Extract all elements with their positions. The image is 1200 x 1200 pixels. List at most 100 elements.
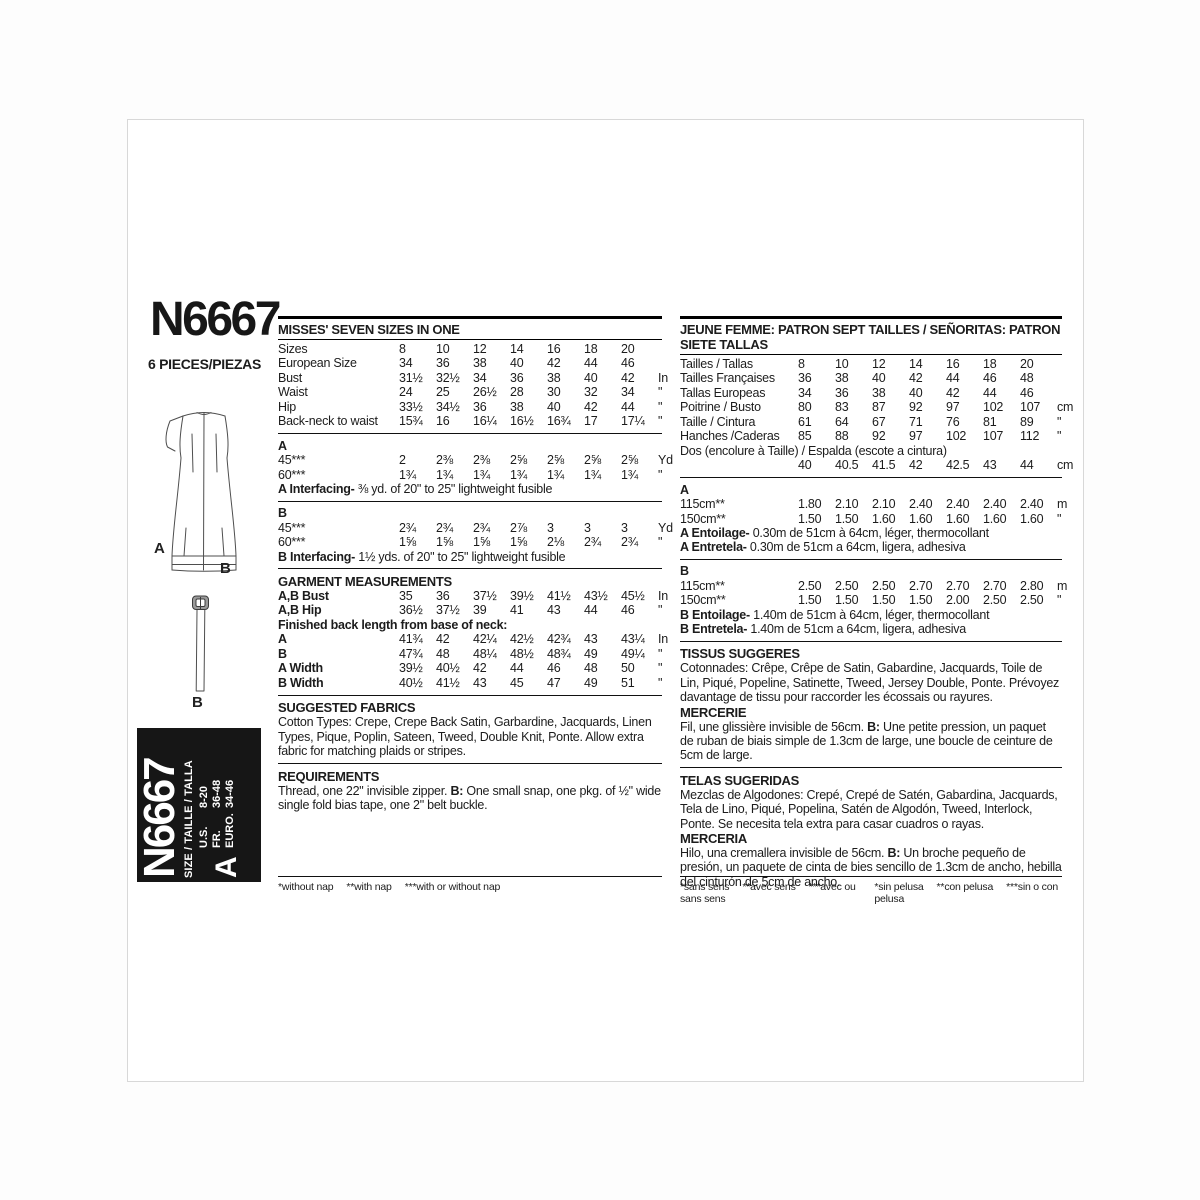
requirements-text: Thread, one 22" invisible zipper. B: One… xyxy=(278,784,662,813)
view-a-entoilage-note: A Entoilage- 0.30m de 51cm à 64cm, léger… xyxy=(680,526,1062,540)
value-cell: 1⅝ xyxy=(510,535,527,550)
value-cell: 1.60 xyxy=(872,511,896,526)
table-row: Back-neck to waist 15¾ 16 16¼ 16½ 16¾ 17 17¼ " xyxy=(278,414,662,429)
value-cell: 2¾ xyxy=(399,520,416,535)
unit-cell: " xyxy=(658,675,663,690)
row-label: Tallas Europeas xyxy=(680,385,766,400)
value-cell: 38 xyxy=(872,385,886,400)
row-label: Hanches /Caderas xyxy=(680,429,780,443)
value-cell: 64 xyxy=(835,414,849,429)
value-cell: 40½ xyxy=(399,675,423,690)
value-cell: 42 xyxy=(946,385,960,400)
value-cell: 2¾ xyxy=(473,520,490,535)
unit-cell: " xyxy=(1057,511,1062,526)
view-a-interfacing-note: A Interfacing- ⅜ yd. of 20" to 25" light… xyxy=(278,482,662,496)
value-cell: 2⅞ xyxy=(510,520,527,535)
table-row: A xyxy=(680,482,689,497)
unit-cell: m xyxy=(1057,497,1068,511)
value-cell: 26½ xyxy=(473,385,497,399)
row-label: Tailles / Tallas xyxy=(680,356,753,371)
value-cell: 67 xyxy=(872,414,886,429)
value-cell: 43 xyxy=(473,675,487,690)
value-cell: 43¼ xyxy=(621,632,645,647)
value-cell: 44 xyxy=(946,371,960,385)
divider xyxy=(680,477,1062,478)
table-row: 115cm** 2.50 2.50 2.50 2.70 2.70 2.70 2.80 m xyxy=(680,578,1067,594)
unit-cell: In xyxy=(658,370,668,385)
value-cell: 42 xyxy=(909,458,923,472)
sleeve-outline xyxy=(165,415,184,452)
value-cell: 2¾ xyxy=(621,535,638,550)
value-cell: 34½ xyxy=(436,399,460,414)
value-cell: 40 xyxy=(872,371,886,385)
value-cell: 89 xyxy=(1020,414,1034,429)
suggested-fabrics-header: SUGGESTED FABRICS xyxy=(278,700,416,716)
value-cell: 2⅛ xyxy=(547,535,564,550)
divider xyxy=(680,640,1062,642)
unit-cell: " xyxy=(1057,429,1062,443)
row-label: B Width xyxy=(278,675,324,690)
value-cell: 46 xyxy=(547,661,561,676)
table-row: 40 40.5 41.5 42 42.5 43 44 cm xyxy=(680,458,1073,473)
value-cell: 2.70 xyxy=(983,578,1007,593)
value-cell: 1.60 xyxy=(1020,511,1044,526)
value-cell: 92 xyxy=(909,400,923,414)
divider xyxy=(278,433,662,434)
value-cell: 1.60 xyxy=(909,511,933,526)
value-cell: 1¾ xyxy=(473,467,490,482)
value-cell: 24 xyxy=(399,385,413,399)
row-label: A xyxy=(278,632,287,647)
value-cell: 34 xyxy=(473,370,487,385)
view-a-yardage-table: A 45*** 2 2⅜ 2⅜ 2⅝ 2⅝ 2⅝ 2⅝ Yd 60*** 1¾ 1¾ 1¾ 1¾ 1¾ 1¾ 1¾… xyxy=(278,438,673,483)
unit-cell: In xyxy=(658,588,668,603)
value-cell: 47 xyxy=(547,675,561,690)
value-cell: 42 xyxy=(436,632,450,647)
value-cell: 2.80 xyxy=(1020,578,1044,593)
dress-back-sketch xyxy=(165,412,237,572)
value-cell: 16¾ xyxy=(547,414,571,428)
value-cell: 2.50 xyxy=(798,578,822,593)
value-cell: 76 xyxy=(946,414,960,429)
value-cell: 1¾ xyxy=(547,467,564,482)
value-cell: 16¼ xyxy=(473,414,497,428)
value-cell: 40½ xyxy=(436,661,460,676)
telas-sugeridas-text: Mezclas de Algodones: Crepé, Crepé de Sa… xyxy=(680,787,1058,831)
value-cell: 42½ xyxy=(510,632,534,647)
value-cell: 34 xyxy=(399,356,413,370)
value-cell: 42 xyxy=(473,661,487,676)
table-row: A xyxy=(278,438,287,453)
table-row: Poitrine / Busto 80 83 87 92 97 102 107 cm xyxy=(680,400,1073,415)
value-cell: 107 xyxy=(1020,400,1041,414)
fr-view-a-metrage-table: A 115cm** 1.80 2.10 2.10 2.40 2.40 2.40 2.40 m 150… xyxy=(680,482,1067,527)
value-cell: 2.40 xyxy=(946,497,970,511)
unit-cell: " xyxy=(658,535,663,550)
row-label: Hip xyxy=(278,399,297,414)
text-segment: 1.40m de 51cm à 64cm, léger, thermocolla… xyxy=(749,607,990,622)
value-cell: 40 xyxy=(909,385,923,400)
value-cell: 43 xyxy=(547,603,561,618)
value-cell: 2.00 xyxy=(946,593,970,608)
row-label: 60*** xyxy=(278,535,306,550)
value-cell: 36 xyxy=(473,399,487,414)
bold-segment: B Interfacing- xyxy=(278,549,356,564)
value-cell: 61 xyxy=(798,414,812,429)
value-cell: 41½ xyxy=(547,588,571,603)
view-b-entretela-note: B Entretela- 1.40m de 51cm a 64cm, liger… xyxy=(680,622,1062,636)
unit-cell: m xyxy=(1057,578,1068,593)
garment-measurements-header: GARMENT MEASUREMENTS xyxy=(278,573,452,589)
dress-view-a-label: A xyxy=(154,540,165,557)
french-footnotes: *sans sens **avec sens ***avec ou sans sen… xyxy=(680,881,874,905)
row-label: 115cm** xyxy=(680,578,725,593)
value-cell: 16 xyxy=(436,414,450,428)
value-cell: 2⅝ xyxy=(621,453,638,467)
size-tab-euro-value: 34-46 xyxy=(224,779,237,808)
english-footnotes: *without nap **with nap ***with or without… xyxy=(278,876,662,893)
value-cell: 49 xyxy=(584,675,598,690)
value-cell: 1¾ xyxy=(584,467,601,482)
view-b-entoilage-note: B Entoilage- 1.40m de 51cm à 64cm, léger… xyxy=(680,608,1062,622)
value-cell: 48¾ xyxy=(547,646,571,661)
jeune-femme-header: JEUNE FEMME: PATRON SEPT TAILLES / SEÑOR… xyxy=(680,316,1062,355)
text-segment: 1.40m de 51cm a 64cm, ligera, adhesiva xyxy=(747,622,967,637)
value-cell: 1.80 xyxy=(798,497,822,511)
